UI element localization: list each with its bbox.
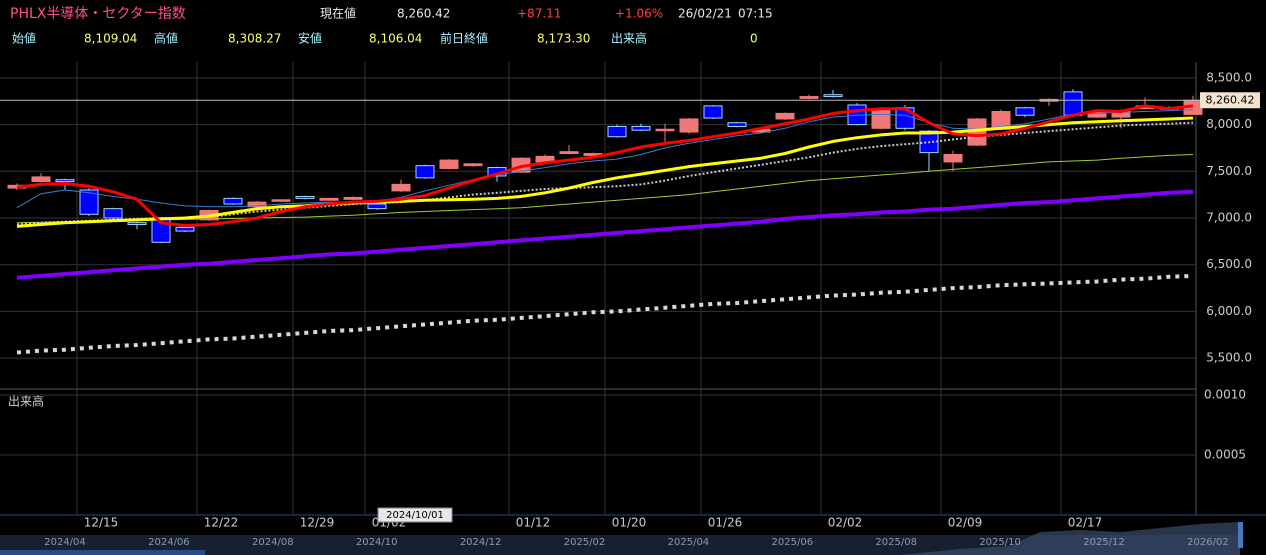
ma-line	[16, 109, 1194, 209]
y-tick-label: 7,500.0	[1206, 164, 1252, 178]
candle-body	[871, 110, 891, 129]
candle-body	[607, 125, 627, 138]
x-tick-label: 12/15	[84, 516, 119, 530]
label: 安値	[298, 31, 322, 46]
candle-body	[55, 179, 75, 183]
candle-body	[727, 122, 747, 127]
last-price-box	[1200, 92, 1260, 109]
x-tick-label: 02/09	[948, 516, 983, 530]
navigator-label: 2025/08	[875, 537, 917, 548]
value: 8,106.04	[369, 32, 422, 46]
navigator-label: 2024/10	[356, 537, 398, 548]
navigator-label: 2024/08	[252, 537, 294, 548]
ma-line	[16, 189, 1194, 280]
value: +87.11	[517, 7, 561, 21]
candle-body	[127, 222, 147, 226]
candle-body	[415, 165, 435, 179]
label: 出来高	[611, 31, 647, 46]
candle-body	[799, 96, 819, 99]
candle-body	[175, 226, 195, 232]
candle-body	[319, 197, 339, 201]
ma-line	[16, 116, 1194, 228]
tooltip-box	[377, 507, 453, 523]
volume-title: 出来高	[8, 394, 44, 409]
last-price-label: 8,260.42	[1206, 93, 1255, 106]
navigator-area	[900, 522, 1240, 555]
candle-body	[439, 159, 459, 169]
candle-body	[943, 153, 963, 163]
candle-body	[679, 118, 699, 133]
navigator-label: 2025/10	[979, 537, 1021, 548]
x-tick-label: 01/20	[612, 516, 647, 530]
candle-body	[631, 125, 651, 131]
label: 高値	[154, 31, 178, 46]
candle-body	[1063, 91, 1083, 116]
y-tick-label: 7,000.0	[1206, 210, 1252, 224]
ma-line	[16, 104, 1194, 227]
title: PHLX半導体・セクター指数	[10, 6, 186, 22]
x-tick-label: 12/22	[204, 516, 239, 530]
candle-body	[295, 196, 315, 199]
x-tick-label: 12/29	[300, 516, 335, 530]
value: 0	[750, 32, 758, 46]
y-tick-label: 5,500.0	[1206, 351, 1252, 365]
navigator-thumb[interactable]	[0, 550, 205, 555]
navigator-label: 2025/04	[668, 537, 710, 548]
navigator-label: 2025/06	[772, 537, 814, 548]
date: 26/02/21	[678, 7, 732, 21]
candle-body	[343, 196, 363, 200]
y-tick-label: 0.0010	[1204, 388, 1246, 402]
candle-body	[103, 208, 123, 219]
x-tick-label: 02/02	[828, 516, 863, 530]
candle-body	[271, 199, 291, 202]
candle-body	[703, 105, 723, 119]
x-tick-label: 01/26	[708, 516, 743, 530]
header: PHLX半導体・セクター指数 現在値 8,260.42 +87.11 +1.06…	[10, 6, 773, 46]
navigator-label: 2024/12	[460, 537, 502, 548]
candle-body	[247, 201, 267, 208]
navigator-label: 2025/12	[1083, 537, 1125, 548]
value: 8,173.30	[537, 32, 590, 46]
y-tick-label: 8,000.0	[1206, 117, 1252, 131]
navigator-handle[interactable]	[1238, 522, 1243, 548]
navigator-track	[0, 535, 1240, 555]
navigator: 2024/10/01 2024/04 2024/06 2024/08 2024/10 2…	[0, 507, 1243, 555]
value: 8,109.04	[84, 32, 137, 46]
label: 前日終値	[440, 31, 488, 46]
candle-body	[367, 203, 387, 210]
candle-body	[775, 112, 795, 120]
x-tick-label: 01/12	[516, 516, 551, 530]
value: 8,308.27	[228, 32, 281, 46]
candle-body	[463, 163, 483, 167]
navigator-label: 2026/02	[1187, 537, 1229, 548]
ma-line	[16, 273, 1194, 355]
value: 8,260.42	[397, 7, 450, 21]
candle-body	[655, 128, 675, 132]
y-tick-label: 6,000.0	[1206, 304, 1252, 318]
label: 始値	[12, 31, 36, 46]
candle-body	[79, 189, 99, 215]
label: 現在値	[320, 6, 356, 21]
navigator-label: 2024/04	[44, 537, 86, 548]
candle-body	[31, 176, 51, 183]
y-tick-label: 6,500.0	[1206, 257, 1252, 271]
time: 07:15	[738, 7, 773, 21]
candle-body	[559, 151, 579, 155]
candle-body	[223, 197, 243, 205]
candle-body	[823, 94, 843, 98]
y-tick-label: 0.0005	[1204, 448, 1246, 462]
navigator-label: 2024/06	[148, 537, 190, 548]
candle-body	[1015, 107, 1035, 116]
candle-body	[391, 183, 411, 192]
x-tick-label: 02/17	[1068, 516, 1103, 530]
navigator-label: 2025/02	[564, 537, 606, 548]
value: +1.06%	[615, 7, 663, 21]
y-tick-label: 8,500.0	[1206, 70, 1252, 84]
plot: 8,260.42	[0, 89, 1260, 355]
tooltip: 2024/10/01	[386, 510, 444, 521]
